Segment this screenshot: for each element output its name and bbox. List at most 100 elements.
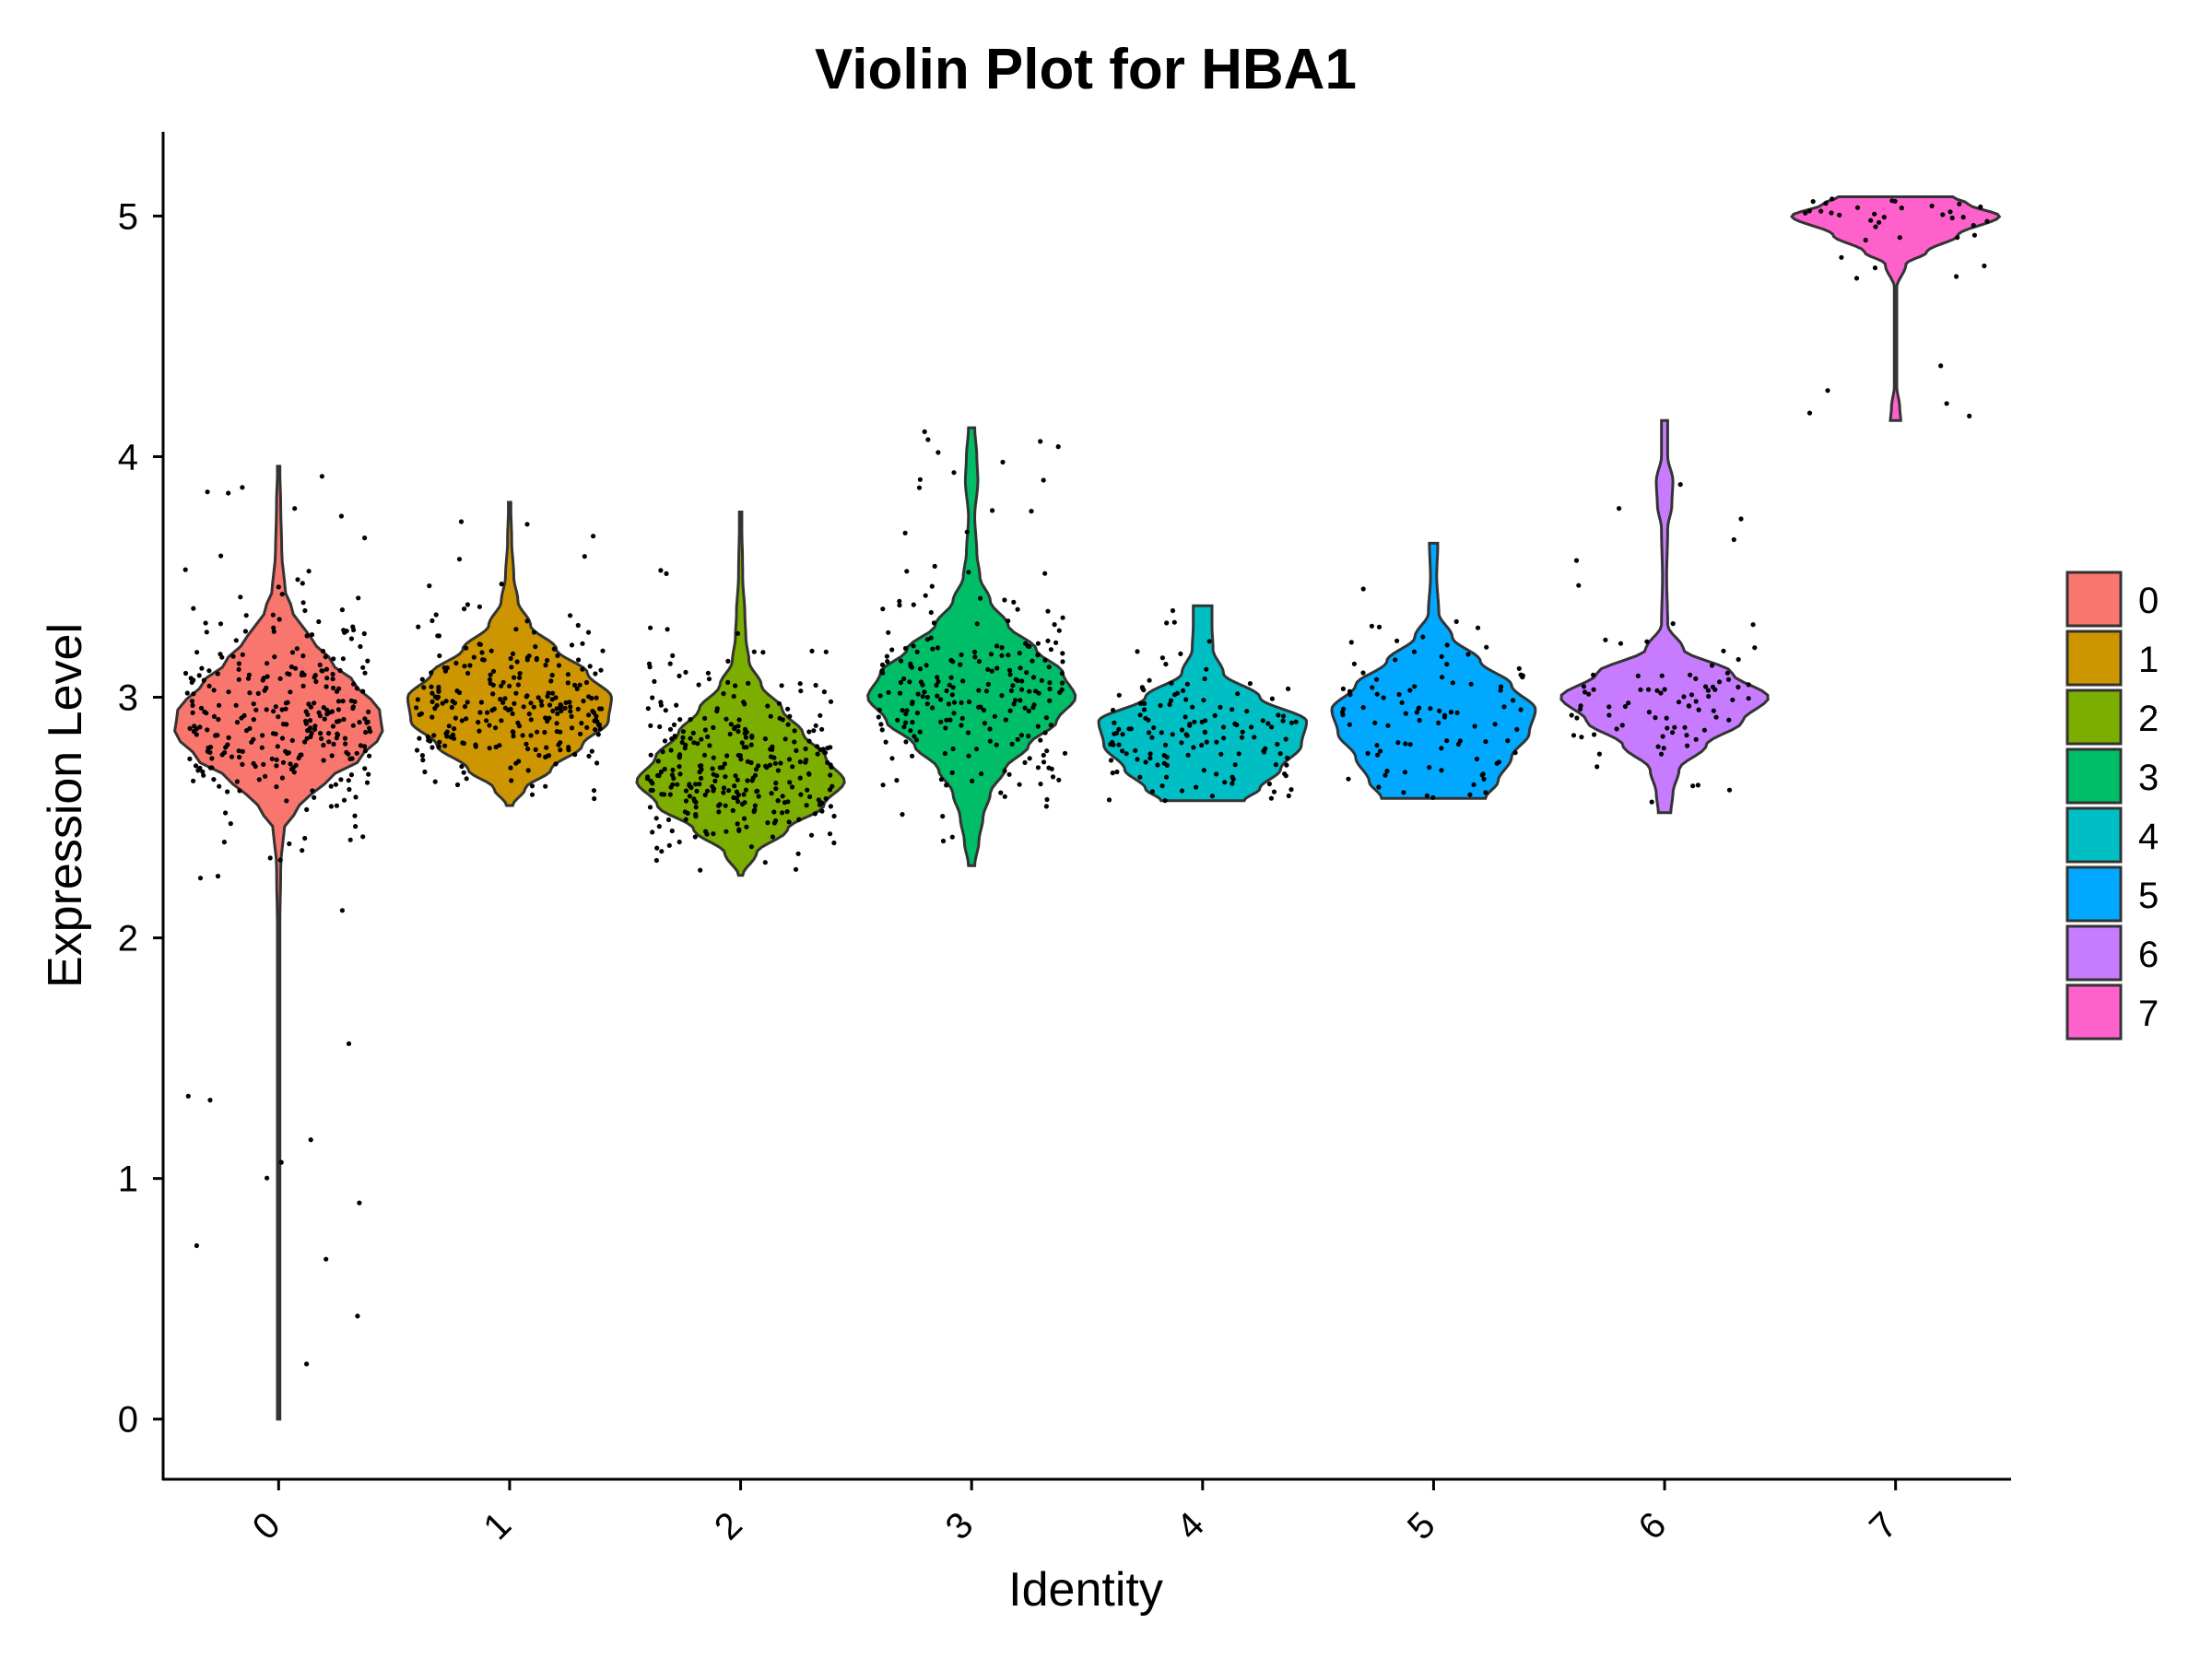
point-0 [276,584,281,590]
point-0 [306,569,312,574]
point-4 [1277,751,1283,757]
point-0 [368,729,373,735]
point-1 [414,747,420,753]
point-0 [205,727,210,733]
point-0 [279,775,285,781]
point-7 [1955,235,1960,241]
point-3 [924,701,930,707]
point-0 [339,908,345,913]
point-2 [683,788,689,794]
point-2 [721,691,726,697]
point-1 [450,732,456,737]
point-0 [284,798,289,804]
point-1 [569,725,575,731]
point-3 [1046,765,1052,771]
point-0 [287,671,292,677]
point-0 [269,756,275,762]
point-0 [247,690,253,696]
point-5 [1374,677,1380,682]
point-3 [994,742,999,747]
point-3 [959,652,964,658]
point-4 [1288,787,1294,793]
point-1 [582,554,587,559]
point-3 [1029,509,1034,514]
point-1 [524,618,530,624]
point-0 [260,733,265,738]
point-3 [1006,653,1011,658]
point-1 [509,778,514,783]
point-0 [348,636,354,641]
point-1 [487,723,492,728]
point-3 [989,668,994,674]
point-3 [1044,796,1050,803]
point-7 [1839,254,1844,260]
point-0 [339,607,345,613]
point-1 [553,761,559,767]
point-3 [1031,702,1037,708]
point-3 [1039,677,1044,683]
point-1 [572,682,578,688]
point-4 [1212,712,1218,719]
point-3 [1035,765,1041,771]
point-2 [725,658,731,665]
point-2 [652,678,657,685]
point-0 [299,672,304,678]
point-1 [429,670,434,676]
point-3 [879,727,885,733]
point-6 [1711,708,1716,713]
point-4 [1280,718,1286,724]
point-5 [1384,769,1390,774]
point-3 [983,688,990,694]
point-1 [515,682,522,688]
point-6 [1591,687,1596,692]
point-4 [1114,769,1120,775]
point-1 [417,735,422,741]
point-0 [302,835,308,841]
point-3 [1038,439,1043,444]
point-0 [215,671,220,677]
point-2 [724,753,730,759]
point-2 [735,777,740,782]
point-0 [347,837,353,842]
point-2 [770,834,776,840]
point-5 [1511,698,1516,703]
point-3 [1017,651,1022,656]
point-1 [499,718,504,724]
point-7 [1954,274,1959,279]
point-3 [1047,698,1053,703]
point-0 [364,780,371,785]
point-2 [679,739,685,746]
point-3 [897,598,902,604]
point-1 [484,718,489,724]
point-2 [663,708,668,713]
point-5 [1381,695,1386,700]
point-2 [677,717,683,723]
point-6 [1646,687,1652,692]
point-2 [711,788,716,794]
point-1 [429,618,435,624]
point-0 [289,737,295,744]
point-0 [207,745,214,750]
point-1 [529,792,535,797]
point-1 [539,702,545,708]
point-3 [978,704,983,710]
point-5 [1395,740,1401,746]
point-4 [1149,789,1155,794]
point-3 [912,734,917,739]
point-1 [591,788,597,794]
point-1 [524,522,530,527]
point-0 [218,652,223,657]
point-2 [819,800,825,806]
point-2 [656,773,662,779]
point-0 [271,709,276,714]
point-3 [935,645,941,651]
point-0 [264,707,269,712]
point-3 [947,717,953,723]
point-5 [1396,691,1402,698]
point-4 [1244,709,1250,714]
y-tick-label: 4 [118,437,138,477]
point-3 [1060,651,1065,656]
legend-label-7: 7 [2138,994,2159,1034]
point-1 [464,716,469,722]
point-1 [429,745,435,750]
